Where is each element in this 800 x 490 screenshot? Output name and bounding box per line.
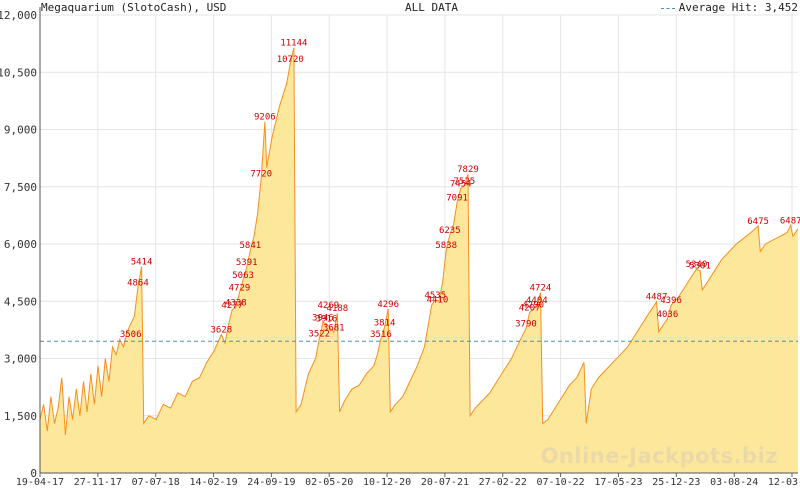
- data-label: 5391: [236, 258, 258, 268]
- data-label: 4535: [424, 291, 446, 301]
- data-label: 4729: [229, 284, 251, 294]
- y-tick-label: 12,000: [0, 9, 37, 22]
- average-legend-dash-icon: [660, 7, 675, 9]
- data-label: 7091: [446, 193, 468, 203]
- data-label: 4410: [427, 296, 449, 306]
- x-tick-label: 02-05-20: [305, 477, 353, 488]
- data-label: 5301: [689, 262, 711, 272]
- x-tick-label: 17-05-23: [594, 477, 642, 488]
- y-tick-label: 7,500: [4, 181, 37, 194]
- data-label: 6487: [780, 216, 800, 226]
- axes: 0 1,500 3,000 4,500 6,000 7,500 9,000 10,500 12,…: [0, 7, 800, 488]
- data-label: 4188: [327, 304, 349, 314]
- data-label: 4036: [657, 310, 679, 320]
- data-label: 3681: [323, 324, 345, 334]
- data-label: 3916: [316, 315, 338, 325]
- data-label: 4277: [221, 301, 243, 311]
- data-label: 4296: [377, 300, 399, 310]
- data-label: 9206: [254, 113, 276, 123]
- data-label: 4864: [127, 278, 149, 288]
- data-label: 11144: [280, 39, 307, 49]
- data-label: 5841: [240, 241, 262, 251]
- y-tick-label: 0: [30, 467, 37, 480]
- data-label: 4404: [526, 296, 548, 306]
- y-tick-label: 6,000: [4, 238, 37, 251]
- data-label: 3790: [515, 319, 537, 329]
- data-label: 3516: [370, 330, 392, 340]
- y-tick-label: 10,500: [0, 66, 37, 79]
- x-tick-label: 12-03-25: [768, 477, 800, 488]
- y-tick-label: 3,000: [4, 353, 37, 366]
- x-tick-label: 19-04-17: [16, 477, 64, 488]
- data-label: 4338: [225, 298, 247, 308]
- range-label: ALL DATA: [405, 1, 458, 14]
- data-label: 3628: [210, 326, 232, 336]
- series-area-fill: [40, 47, 798, 473]
- data-label: 6475: [747, 217, 769, 227]
- data-label: 7720: [250, 169, 272, 179]
- data-label: 3506: [120, 330, 142, 340]
- y-tick-label: 1,500: [4, 410, 37, 423]
- data-label: 4290: [522, 300, 544, 310]
- data-label: 3522: [308, 330, 330, 340]
- data-label: 4396: [660, 296, 682, 306]
- chart-title: Megaquarium (SlotoCash), USD: [41, 1, 227, 14]
- data-label: 4269: [317, 301, 339, 311]
- watermark: Online-Jackpots.biz: [540, 444, 778, 468]
- chart-area-layer: [39, 47, 799, 473]
- y-tick-label: 4,500: [4, 295, 37, 308]
- data-label: 5340: [686, 260, 708, 270]
- data-label: 3814: [374, 318, 396, 328]
- data-label: 7454: [450, 180, 472, 190]
- data-label: 10720: [277, 55, 304, 65]
- data-label: 3946: [312, 313, 334, 323]
- data-label: 5414: [131, 257, 153, 267]
- x-tick-label: 03-08-24: [710, 477, 758, 488]
- x-tick-label: 07-07-18: [132, 477, 180, 488]
- x-tick-label: 20-07-21: [421, 477, 469, 488]
- data-label: 4487: [646, 293, 668, 303]
- x-tick-label: 10-12-20: [363, 477, 411, 488]
- x-tick-label: 07-10-22: [537, 477, 585, 488]
- y-tick-label: 9,000: [4, 124, 37, 137]
- data-label: 5838: [435, 241, 457, 251]
- x-tick-label: 27-02-22: [479, 477, 527, 488]
- average-legend: Average Hit: 3,452: [660, 1, 798, 14]
- data-label: 7829: [457, 165, 479, 175]
- x-tick-label: 14-02-19: [189, 477, 237, 488]
- data-label: 6235: [439, 226, 461, 236]
- x-tick-label: 27-11-17: [74, 477, 122, 488]
- data-label: 4207: [519, 303, 541, 313]
- average-legend-text: Average Hit: 3,452: [678, 1, 798, 14]
- x-tick-label: 25-12-23: [652, 477, 700, 488]
- data-label: 4724: [530, 284, 552, 294]
- series-line: [39, 47, 799, 435]
- data-label: 5063: [232, 271, 254, 281]
- x-tick-label: 24-09-19: [247, 477, 295, 488]
- data-label: 7525: [453, 177, 475, 187]
